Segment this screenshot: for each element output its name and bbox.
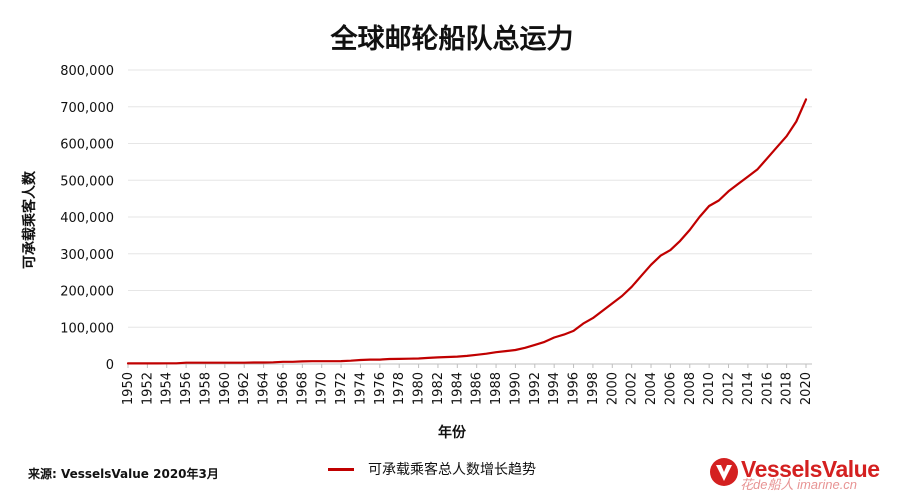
x-tick-label: 1990 [508,372,523,405]
x-tick-label: 1992 [528,372,543,405]
logo-wordmark: VesselsValue [741,456,880,482]
series-layer [126,98,808,365]
x-tick-label: 1960 [218,372,233,405]
x-tick-label: 1986 [470,372,485,405]
x-tick-label: 2002 [625,372,640,405]
x-tick-label: 2016 [760,372,775,405]
series-line [126,98,808,365]
x-tick-label: 2010 [702,372,717,405]
x-axis-label: 年份 [438,424,467,441]
x-tick-label: 2018 [780,372,795,405]
x-tick-label: 1964 [257,372,272,405]
y-axis-ticks: 0 100,000 200,000 300,000 400,000 500,000 600,… [60,64,114,373]
x-tick-label: 1962 [237,372,252,405]
x-tick-label: 1952 [140,372,155,405]
x-tick-label: 1958 [198,372,213,405]
x-tick-label: 2006 [663,372,678,405]
x-tick-label: 2008 [683,372,698,405]
x-tick-label: 1988 [489,372,504,405]
watermark: 花de船人 imarine.cn [740,477,858,492]
x-tick-label: 2020 [799,372,814,405]
x-tick-label: 1976 [373,372,388,405]
x-tick-label: 1982 [431,372,446,405]
x-tick-label: 1980 [412,372,427,405]
logo-mark-icon [710,458,738,486]
x-tick-label: 2004 [644,372,659,405]
x-tick-label: 1950 [121,372,136,405]
x-tick-label: 1984 [450,372,465,405]
x-axis-ticks: 1950 1952 1954 1956 1958 1960 1962 1964 1966 1968… [121,364,814,405]
x-tick-label: 1972 [334,372,349,405]
vesselsvalue-logo: VesselsValue 花de船人 imarine.cn [707,454,897,494]
y-tick-label: 800,000 [60,64,114,79]
y-tick-label: 700,000 [60,101,114,116]
chart-title: 全球邮轮船队总运力 [330,23,574,55]
x-tick-label: 1994 [547,372,562,405]
x-tick-label: 1996 [567,372,582,405]
legend-line-swatch [328,467,354,471]
y-axis-label: 可承载乘客人数 [21,170,38,269]
y-tick-label: 200,000 [60,285,114,300]
source-note: 来源: VesselsValue 2020年3月 [28,467,219,481]
x-tick-label: 1968 [295,372,310,405]
legend-label: 可承载乘客总人数增长趋势 [368,462,536,478]
x-tick-label: 1970 [315,372,330,405]
y-tick-label: 100,000 [60,321,114,336]
x-tick-label: 1978 [392,372,407,405]
y-tick-label: 300,000 [60,248,114,263]
x-tick-label: 1966 [276,372,291,405]
y-tick-label: 600,000 [60,138,114,153]
y-tick-label: 0 [106,358,114,373]
x-tick-label: 1974 [353,372,368,405]
x-tick-label: 1954 [160,372,175,405]
x-tick-label: 2000 [605,372,620,405]
y-tick-label: 400,000 [60,211,114,226]
x-tick-label: 2012 [722,372,737,405]
x-tick-label: 1956 [179,372,194,405]
x-tick-label: 1998 [586,372,601,405]
gridlines [128,69,812,328]
legend: 可承载乘客总人数增长趋势 [328,459,536,479]
y-tick-label: 500,000 [60,174,114,189]
x-tick-label: 2014 [741,372,756,405]
